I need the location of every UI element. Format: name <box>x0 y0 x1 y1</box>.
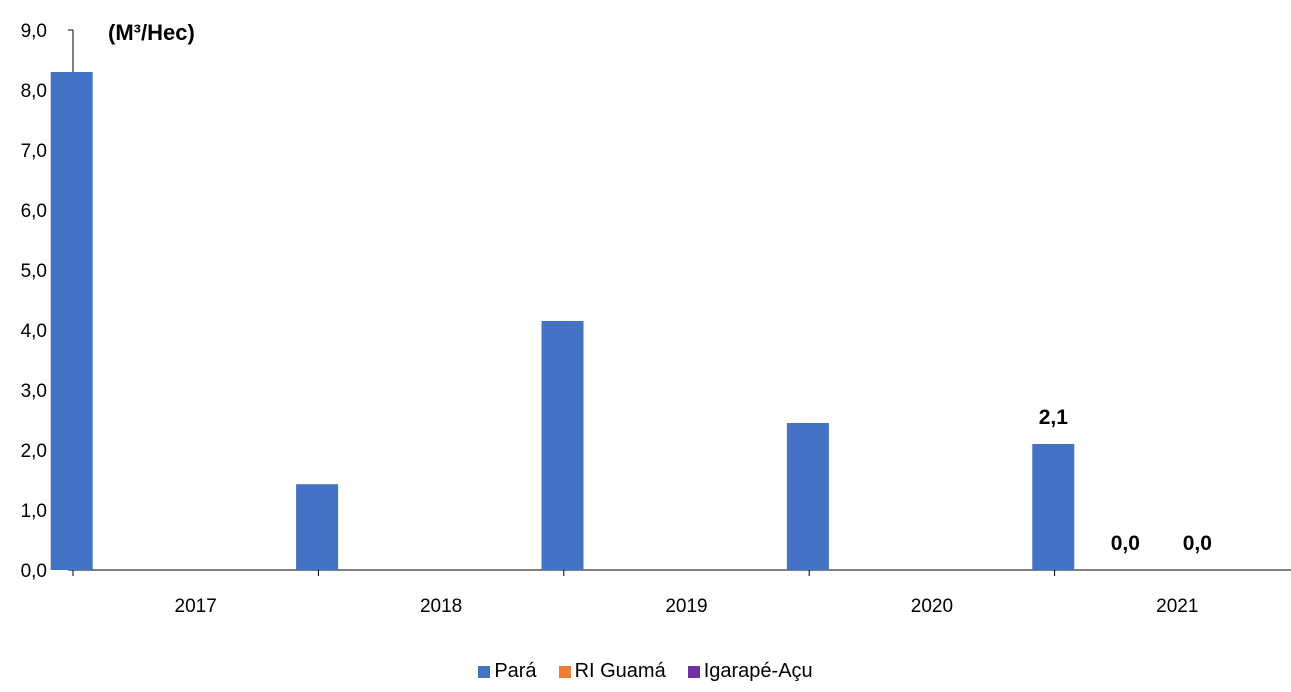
y-tick-label: 8,0 <box>21 81 47 102</box>
bar <box>1032 444 1075 570</box>
bar <box>541 321 584 570</box>
y-tick-label: 2,0 <box>21 441 47 462</box>
bar <box>50 72 93 570</box>
legend-swatch <box>558 665 571 678</box>
legend-label: RI Guamá <box>574 660 666 682</box>
y-tick-label: 7,0 <box>21 141 47 162</box>
x-tick-label: 2020 <box>911 596 953 617</box>
x-tick-label: 2021 <box>1156 596 1198 617</box>
legend-item: Pará <box>478 660 537 683</box>
legend-swatch <box>478 665 491 678</box>
chart-legend: Pará RI Guamá Igarapé-Açu <box>0 660 1291 683</box>
y-tick-label: 3,0 <box>21 381 47 402</box>
legend-label: Igarapé-Açu <box>703 660 813 682</box>
data-label: 2,1 <box>1039 406 1069 429</box>
data-label: 0,0 <box>1111 532 1140 555</box>
y-tick-label: 1,0 <box>21 501 47 522</box>
bar <box>296 484 339 570</box>
legend-label: Pará <box>494 660 537 682</box>
unit-label: (M³/Hec) <box>108 20 195 45</box>
legend-item: RI Guamá <box>558 660 666 683</box>
y-tick-label: 4,0 <box>21 321 47 342</box>
x-tick-label: 2017 <box>175 596 217 617</box>
legend-item: Igarapé-Açu <box>687 660 813 683</box>
y-tick-label: 0,0 <box>21 561 47 582</box>
data-label: 0,0 <box>1183 532 1212 555</box>
y-tick-label: 9,0 <box>21 21 47 42</box>
x-tick-label: 2019 <box>665 596 707 617</box>
legend-swatch <box>687 665 700 678</box>
y-tick-label: 6,0 <box>21 201 47 222</box>
x-tick-label: 2018 <box>420 596 462 617</box>
bar <box>786 423 829 570</box>
y-tick-label: 5,0 <box>21 261 47 282</box>
